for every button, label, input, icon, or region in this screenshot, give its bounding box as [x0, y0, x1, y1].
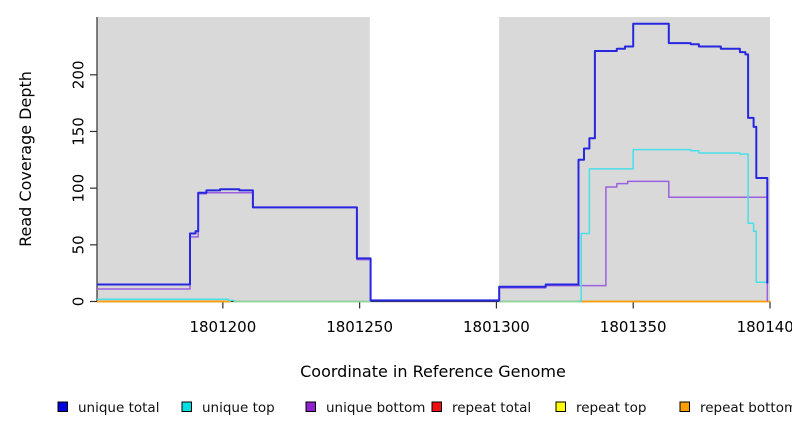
legend-swatch — [57, 401, 68, 412]
legend-label: unique bottom — [326, 400, 425, 416]
plot-panels — [97, 17, 770, 302]
x-tick-label: 1801350 — [600, 318, 667, 336]
y-tick-label: 200 — [70, 60, 88, 89]
legend-label: unique total — [78, 400, 159, 416]
legend-label: repeat total — [452, 400, 531, 416]
legend-swatch — [431, 401, 442, 412]
y-tick-label: 150 — [69, 117, 87, 146]
plot-panel-2 — [499, 17, 770, 302]
series-unique-top-line — [97, 298, 235, 302]
x-tick-label: 1801200 — [189, 318, 256, 336]
legend-label: unique top — [202, 400, 275, 416]
series-unique-top-line — [578, 148, 768, 303]
y-tick-label: 0 — [70, 297, 88, 307]
data-series — [97, 22, 770, 303]
series-unique-total-line — [97, 22, 769, 302]
x-axis-title: Coordinate in Reference Genome — [300, 362, 566, 381]
legend-label: repeat top — [576, 400, 646, 416]
legend-swatch — [679, 401, 690, 412]
legend-swatch — [305, 401, 316, 412]
legend-swatch — [181, 401, 192, 412]
chart-legend: unique total unique top unique bottom repea… — [57, 400, 792, 416]
y-tick-label: 100 — [70, 174, 88, 203]
x-tick-label: 1801300 — [463, 318, 530, 336]
y-tick-label: 50 — [70, 235, 88, 254]
y-axis-ticks: 0 50 100 150 200 — [69, 60, 97, 306]
legend-item-unique-total: unique total — [57, 400, 159, 416]
legend-item-repeat-top: repeat top — [555, 400, 646, 416]
legend-item-unique-top: unique top — [181, 400, 275, 416]
legend-item-repeat-total: repeat total — [431, 400, 531, 416]
legend-label: repeat bottom — [700, 400, 792, 416]
legend-swatch — [555, 401, 566, 412]
x-tick-label: 1801250 — [326, 318, 393, 336]
legend-item-unique-bottom: unique bottom — [305, 400, 425, 416]
legend-item-repeat-bottom: repeat bottom — [679, 400, 792, 416]
y-axis-title: Read Coverage Depth — [16, 71, 35, 247]
plot-panel-1 — [97, 17, 370, 302]
